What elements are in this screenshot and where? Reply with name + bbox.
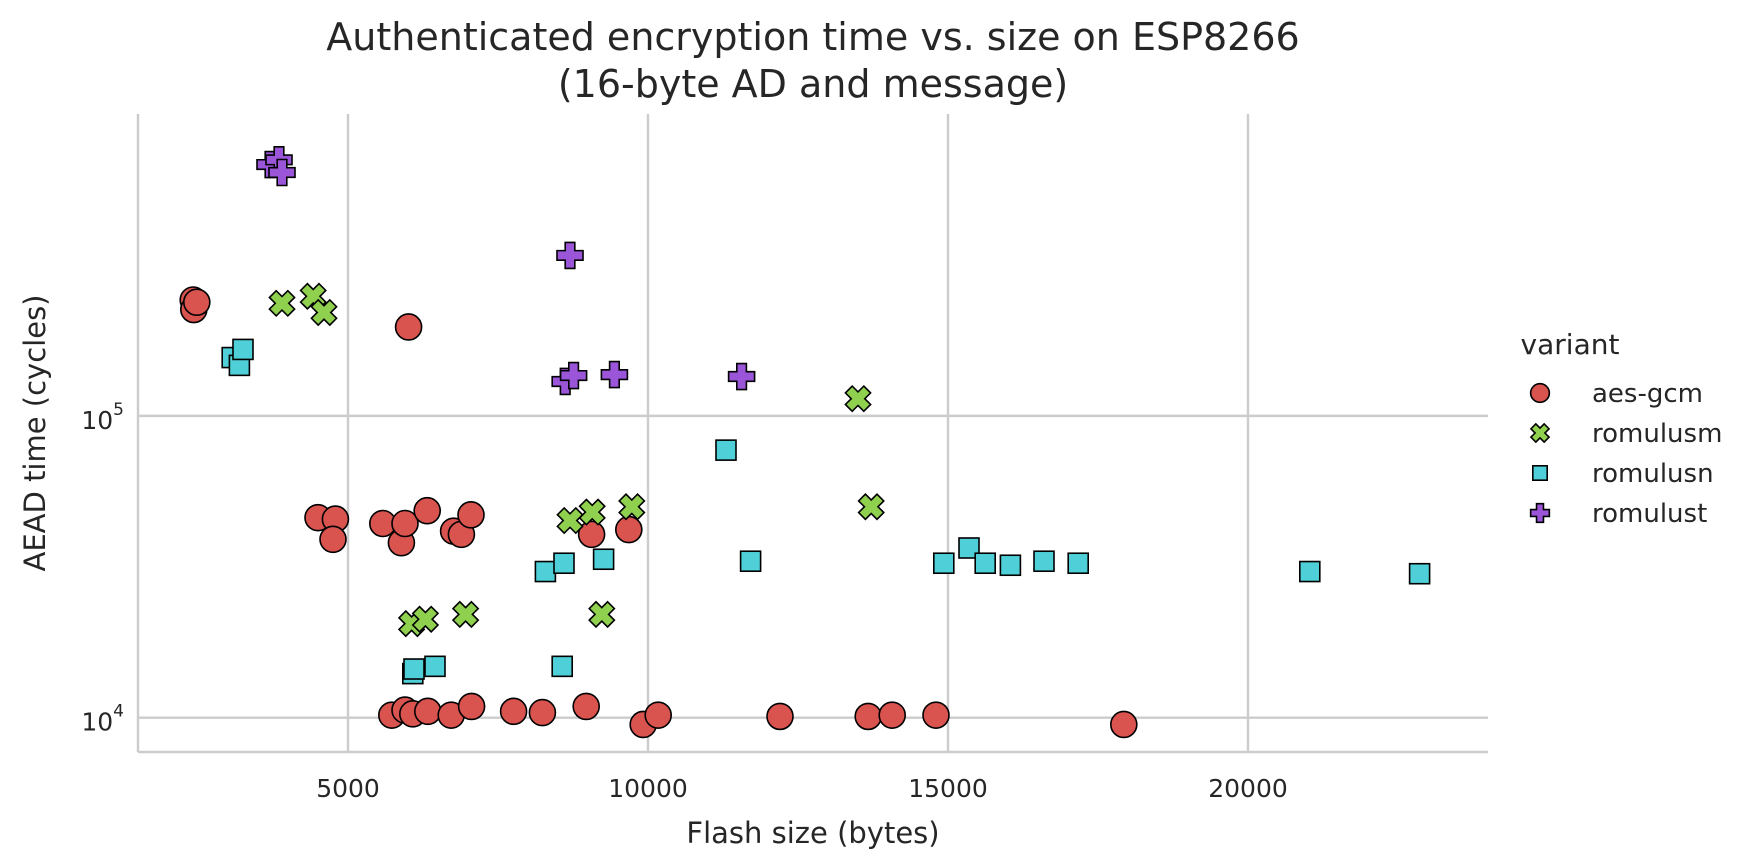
romulusn-point [1067, 552, 1089, 575]
romulusn-point [551, 655, 574, 678]
legend-marker-romulusm [1529, 422, 1551, 444]
romulusm-point [268, 289, 296, 318]
aes-gcm-point [183, 288, 211, 316]
y-axis-label: AEAD time (cycles) [18, 295, 52, 572]
romulusm-point [618, 493, 646, 521]
aes-gcm-point [413, 496, 442, 525]
legend-label-romulusn: romulusn [1592, 459, 1714, 489]
romulusn-point [553, 552, 575, 575]
romulusm-point [844, 384, 872, 413]
legend-label-romulust: romulust [1592, 499, 1707, 529]
romulusn-point [1033, 550, 1055, 573]
aes-gcm-point [394, 313, 423, 341]
legend-marker-aes-gcm [1529, 382, 1551, 404]
x-tick-label: 20000 [1208, 774, 1288, 803]
y-tick-label: 105 [81, 400, 124, 435]
romulusn-point [999, 554, 1022, 577]
aes-gcm-point [614, 515, 643, 544]
chart-title-line1: Authenticated encryption time vs. size o… [326, 15, 1299, 59]
romulusn-point [232, 338, 254, 361]
aes-gcm-point [572, 692, 601, 721]
legend-label-romulusm: romulusm [1592, 419, 1722, 449]
romulust-point [559, 361, 588, 390]
aes-gcm-point [528, 698, 557, 727]
romulusm-point [588, 600, 616, 629]
romulusn-point [1408, 562, 1431, 585]
x-tick-label: 10000 [608, 774, 688, 803]
romulust-point [268, 158, 296, 187]
grid [138, 114, 1488, 752]
aes-gcm-point [319, 525, 347, 554]
romulusn-point [592, 548, 615, 571]
aes-gcm-point [766, 702, 794, 731]
aes-gcm-point [854, 702, 883, 731]
romulusm-point [857, 493, 885, 521]
aes-gcm-point [457, 501, 485, 529]
aes-gcm-point [644, 701, 673, 729]
aes-gcm-point [391, 509, 419, 538]
romulusn-point [534, 560, 557, 583]
romulust-point [556, 241, 584, 270]
aes-gcm-point [577, 520, 606, 549]
romulust-point [727, 362, 756, 391]
romulusn-point [424, 655, 446, 678]
chart-title-line2: (16-byte AD and message) [558, 62, 1068, 106]
legend-title: variant [1521, 328, 1620, 361]
data-points [179, 146, 1431, 739]
legend-marker-romulust [1529, 502, 1551, 524]
legend-marker-romulusn [1532, 464, 1549, 481]
romulust-point [600, 360, 629, 389]
romulusm-point [578, 498, 606, 526]
aes-gcm-point [878, 701, 907, 729]
aes-gcm-point [457, 692, 486, 721]
legend-label-aes-gcm: aes-gcm [1592, 379, 1703, 409]
romulusn-point [739, 550, 762, 573]
romulusm-point [451, 600, 480, 629]
romulusn-point [974, 552, 997, 575]
aes-gcm-point [499, 697, 528, 726]
x-tick-label: 15000 [908, 774, 988, 803]
aes-gcm-point [1110, 710, 1138, 739]
y-tick-label: 104 [81, 702, 124, 737]
tick-labels: 5000 10000 15000 20000 104 105 [81, 400, 1287, 803]
romulusn-point [1299, 560, 1321, 583]
x-axis-label: Flash size (bytes) [686, 816, 939, 850]
romulusn-point [403, 658, 425, 680]
romulusm-point [310, 298, 338, 327]
legend: variant aes-gcm romulusm romulusn romulust [1521, 328, 1723, 529]
romulusn-point [715, 439, 737, 461]
romulusm-point [411, 605, 440, 633]
romulusn-point [932, 552, 955, 575]
x-tick-label: 5000 [316, 774, 380, 803]
romulusn-point [958, 537, 980, 559]
axes [136, 114, 1488, 754]
romulusm-point [556, 506, 584, 535]
aes-gcm-point [922, 701, 950, 729]
aes-gcm-point [413, 697, 442, 726]
